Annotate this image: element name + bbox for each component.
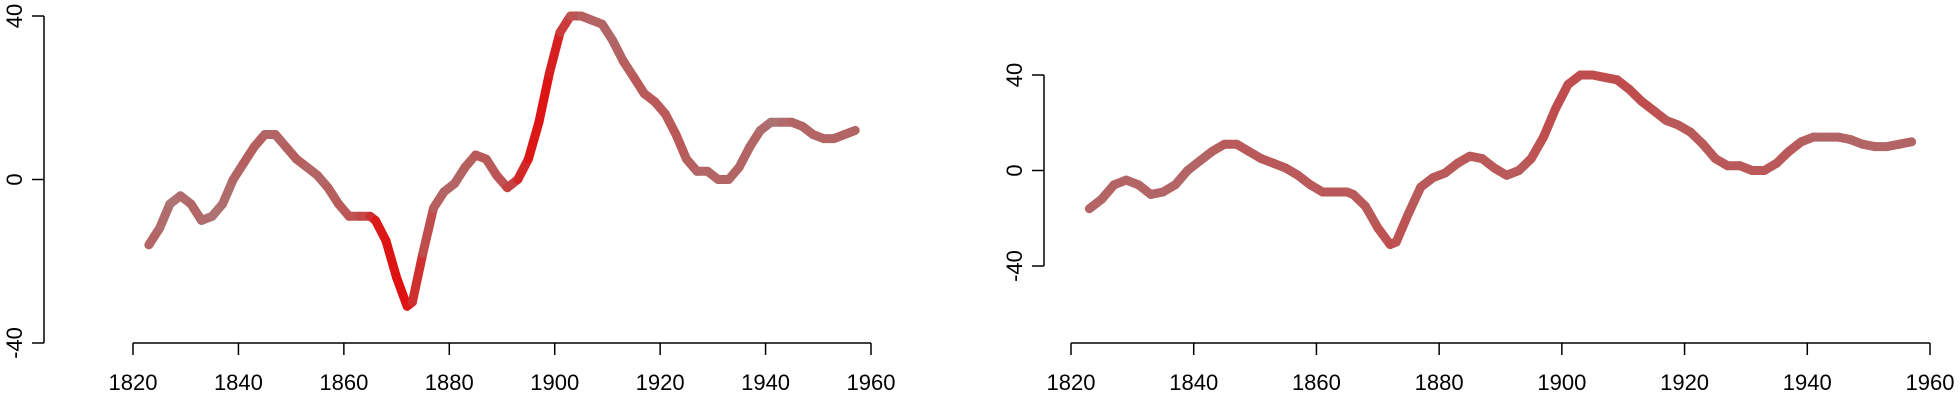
x-tick-label: 1960: [847, 370, 896, 395]
line-segment: [418, 203, 438, 258]
series-line: [144, 11, 860, 311]
x-tick-label: 1880: [425, 370, 474, 395]
line-segment: [407, 248, 428, 307]
x-tick-label: 1840: [1169, 370, 1218, 395]
x-tick-label: 1880: [1415, 370, 1464, 395]
x-tick-label: 1940: [741, 370, 790, 395]
x-tick-label: 1820: [1047, 370, 1096, 395]
line-segment: [534, 68, 554, 127]
x-tick-label: 1900: [530, 370, 579, 395]
x-tick-label: 1900: [1537, 370, 1586, 395]
left-chart-panel: 1820 1840 1860 1880 1900 1920 1940 1960 -40 0 40: [2, 4, 895, 395]
line-segment: [544, 27, 565, 78]
line-segment: [392, 273, 412, 311]
y-tick-label: -40: [2, 327, 27, 359]
line-segment: [1539, 103, 1561, 142]
x-tick-label: 1860: [319, 370, 368, 395]
y-tick-label: 40: [1002, 63, 1027, 87]
x-tick-label: 1960: [1906, 370, 1955, 395]
x-tick-label: 1860: [1292, 370, 1341, 395]
x-tick-label: 1920: [636, 370, 685, 395]
right-chart-panel: 1820 1840 1860 1880 1900 1920 1940 1960 -40 0 40: [1002, 63, 1954, 395]
line-segment: [523, 117, 544, 164]
line-segment: [840, 125, 860, 139]
line-segment: [1391, 209, 1413, 247]
x-tick-label: 1940: [1783, 370, 1832, 395]
line-segment: [1894, 137, 1917, 149]
x-tick-label: 1920: [1660, 370, 1709, 395]
y-tick-label: 0: [1002, 164, 1027, 176]
line-segment: [1404, 182, 1426, 218]
series-line: [1084, 70, 1917, 249]
x-tick-label: 1820: [109, 370, 158, 395]
x-tick-label: 1840: [214, 370, 263, 395]
line-segment: [381, 236, 402, 283]
y-tick-label: 0: [2, 173, 27, 185]
y-tick-label: 40: [2, 4, 27, 28]
y-tick-label: -40: [1002, 250, 1027, 282]
